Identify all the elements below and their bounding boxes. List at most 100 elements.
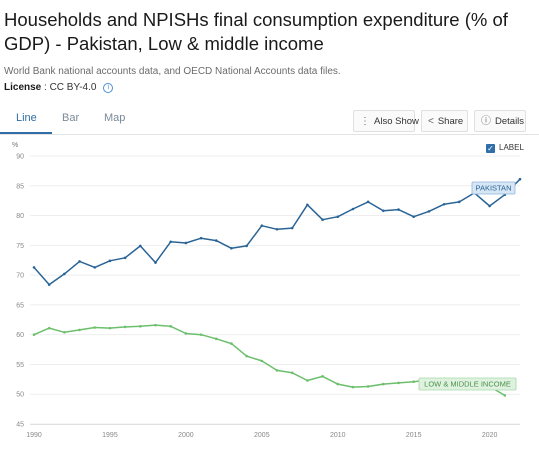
- y-tick-label: 45: [16, 422, 24, 429]
- details-label: Details: [495, 116, 525, 127]
- data-point[interactable]: [78, 328, 81, 332]
- label-toggle[interactable]: ✓ LABEL: [486, 143, 524, 153]
- data-point[interactable]: [47, 283, 51, 286]
- x-tick-label: 2000: [178, 432, 194, 439]
- data-point[interactable]: [488, 204, 491, 208]
- checkbox-checked-icon[interactable]: ✓: [486, 144, 495, 153]
- data-point[interactable]: [108, 259, 112, 263]
- data-point[interactable]: [427, 210, 431, 213]
- data-point[interactable]: [93, 266, 97, 269]
- data-point[interactable]: [518, 177, 522, 181]
- data-point[interactable]: [503, 394, 507, 397]
- y-tick-label: 80: [16, 213, 24, 220]
- data-point[interactable]: [321, 218, 324, 222]
- data-point[interactable]: [275, 227, 279, 231]
- share-label: Share: [437, 116, 464, 127]
- data-point[interactable]: [230, 342, 233, 345]
- data-point[interactable]: [139, 244, 142, 248]
- data-point[interactable]: [260, 224, 264, 227]
- data-point[interactable]: [245, 244, 248, 248]
- data-point[interactable]: [199, 333, 203, 336]
- x-tick-label: 2015: [406, 432, 422, 439]
- info-circle-icon: ⓘ: [481, 116, 491, 127]
- data-point[interactable]: [275, 369, 279, 372]
- x-tick-label: 2020: [482, 432, 498, 439]
- data-point[interactable]: [412, 215, 415, 219]
- data-point[interactable]: [123, 256, 127, 260]
- data-point[interactable]: [412, 380, 415, 384]
- data-point[interactable]: [290, 226, 294, 230]
- tab-line[interactable]: Line: [16, 112, 37, 124]
- y-tick-label: 60: [16, 332, 24, 339]
- data-point[interactable]: [382, 382, 385, 386]
- data-point[interactable]: [78, 260, 81, 263]
- x-tick-label: 1990: [26, 432, 42, 439]
- chart-title: Households and NPISHs final consumption …: [4, 9, 508, 54]
- data-point[interactable]: [382, 209, 385, 213]
- y-tick-label: 50: [16, 392, 24, 399]
- y-tick-label: 65: [16, 302, 24, 309]
- data-point[interactable]: [214, 239, 218, 242]
- data-point[interactable]: [306, 379, 309, 382]
- data-point[interactable]: [336, 215, 340, 219]
- data-point[interactable]: [397, 208, 400, 211]
- active-tab-indicator: [0, 132, 52, 134]
- data-point[interactable]: [260, 359, 264, 363]
- data-point[interactable]: [108, 326, 112, 330]
- tab-bar[interactable]: Bar: [62, 112, 80, 124]
- data-point[interactable]: [32, 266, 36, 269]
- y-tick-label: 70: [16, 273, 24, 280]
- data-point[interactable]: [442, 202, 446, 206]
- share-icon: <: [428, 116, 434, 127]
- data-point[interactable]: [199, 236, 203, 240]
- data-point[interactable]: [351, 207, 355, 211]
- license-line: License : CC BY-4.0 i: [4, 82, 114, 93]
- data-point[interactable]: [169, 325, 172, 328]
- details-button[interactable]: ⓘ Details: [474, 110, 526, 132]
- chart-type-tabs: Line Bar Map: [0, 104, 539, 135]
- series-line-pakistan: [33, 178, 521, 286]
- also-show-label: Also Show: [374, 116, 419, 127]
- y-tick-label: 55: [16, 362, 24, 369]
- license-label: License: [4, 82, 42, 93]
- data-point[interactable]: [336, 382, 340, 386]
- data-point[interactable]: [214, 337, 218, 341]
- data-point[interactable]: [93, 326, 97, 329]
- data-point[interactable]: [230, 247, 233, 250]
- x-tick-label: 2005: [254, 432, 270, 439]
- data-point[interactable]: [245, 354, 248, 358]
- data-point[interactable]: [47, 326, 51, 330]
- data-point[interactable]: [154, 261, 157, 264]
- data-point[interactable]: [169, 240, 172, 244]
- data-point[interactable]: [184, 332, 188, 335]
- data-source: World Bank national accounts data, and O…: [4, 66, 341, 77]
- x-tick-label: 1995: [102, 432, 118, 439]
- data-point[interactable]: [351, 385, 355, 389]
- data-point[interactable]: [139, 325, 142, 328]
- data-point[interactable]: [397, 381, 400, 385]
- data-point[interactable]: [366, 385, 370, 388]
- data-point[interactable]: [457, 200, 461, 204]
- tab-map[interactable]: Map: [104, 112, 126, 124]
- y-tick-label: 85: [16, 183, 24, 190]
- license-value[interactable]: : CC BY-4.0: [44, 82, 97, 93]
- info-icon[interactable]: i: [103, 83, 114, 93]
- data-point[interactable]: [123, 325, 127, 329]
- data-point[interactable]: [154, 323, 157, 327]
- share-button[interactable]: < Share: [421, 110, 468, 132]
- y-axis-unit: %: [12, 142, 18, 149]
- data-point[interactable]: [290, 371, 294, 375]
- data-point[interactable]: [321, 375, 324, 378]
- series-label-low-middle-income: LOW & MIDDLE INCOME: [424, 380, 511, 389]
- label-toggle-text: LABEL: [499, 143, 524, 152]
- data-point[interactable]: [366, 200, 370, 204]
- also-show-button[interactable]: ⋮ Also Show: [353, 110, 419, 132]
- series-label-pakistan-box: [471, 181, 516, 195]
- data-point[interactable]: [63, 330, 66, 334]
- more-vertical-icon: ⋮: [360, 116, 370, 127]
- data-point[interactable]: [63, 272, 66, 276]
- data-point[interactable]: [306, 203, 309, 207]
- data-point[interactable]: [184, 241, 188, 245]
- data-point[interactable]: [32, 333, 36, 336]
